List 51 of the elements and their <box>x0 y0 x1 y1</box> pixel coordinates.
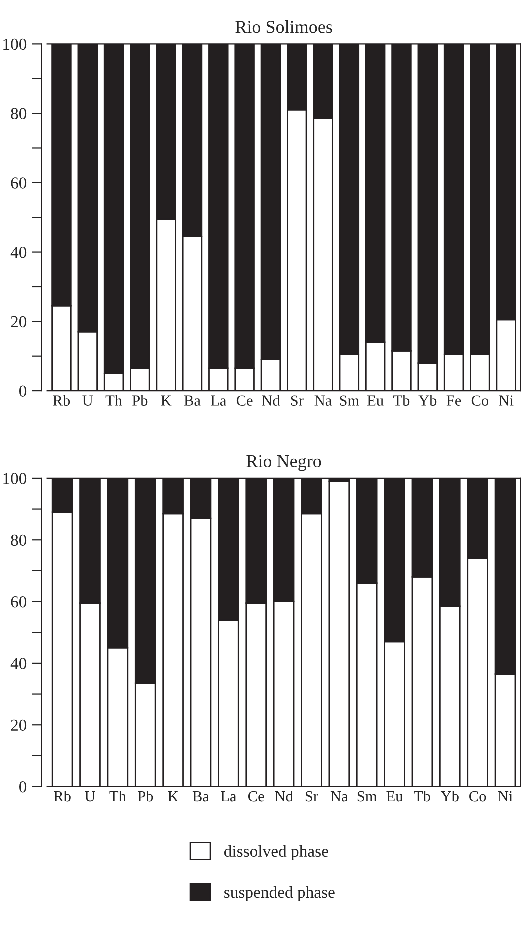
y-tick-label: 40 <box>10 246 27 258</box>
y-tick-label: 0 <box>20 781 27 793</box>
x-tick-label: La <box>211 396 226 406</box>
x-tick-label: Rb <box>53 395 70 406</box>
x-tick-label: Eu <box>386 792 404 802</box>
x-tick-label: Sm <box>358 791 378 802</box>
chart-title: Rio Negro <box>246 455 322 472</box>
x-tick-label: Rb <box>54 790 71 802</box>
legend-label: suspended phase <box>224 886 335 902</box>
x-tick-label: Co <box>470 791 486 802</box>
y-tick-label: 20 <box>11 316 27 328</box>
x-tick-label: K <box>168 792 179 802</box>
y-tick-label: 0 <box>20 386 27 397</box>
x-tick-label: Ni <box>498 791 513 802</box>
y-tick-label: 100 <box>4 38 27 50</box>
x-tick-label: Th <box>106 395 122 406</box>
x-tick-label: La <box>221 792 237 802</box>
x-tick-label: Tb <box>414 790 430 802</box>
y-tick-label: 80 <box>11 534 27 546</box>
x-tick-label: Nd <box>275 790 294 802</box>
x-tick-label: Eu <box>368 396 384 406</box>
x-tick-label: Pb <box>132 395 148 406</box>
y-tick-label: 100 <box>4 473 27 484</box>
x-tick-label: Ba <box>192 792 210 802</box>
x-tick-label: Na <box>314 396 332 406</box>
legend-label: dissolved phase <box>224 845 328 860</box>
y-tick-label: 40 <box>10 658 27 670</box>
y-tick-label: 60 <box>11 596 27 608</box>
x-tick-label: Tb <box>394 395 410 406</box>
x-tick-label: Co <box>472 396 489 406</box>
x-tick-label: Ce <box>236 396 253 406</box>
x-tick-label: Yb <box>418 395 437 406</box>
x-tick-label: K <box>161 396 172 406</box>
x-tick-label: Nd <box>262 395 280 406</box>
y-tick-label: 60 <box>11 178 27 189</box>
x-tick-label: Sr <box>306 791 318 802</box>
y-tick-label: 80 <box>11 108 27 120</box>
y-tick-label: 20 <box>11 720 27 732</box>
x-tick-label: Sm <box>340 396 360 406</box>
chart-title: Rio Solimoes <box>236 20 332 34</box>
x-tick-label: Yb <box>440 790 459 802</box>
x-tick-label: Fe <box>446 396 462 406</box>
x-tick-label: Th <box>110 790 126 802</box>
x-tick-label: U <box>85 792 96 802</box>
x-tick-label: U <box>82 396 94 406</box>
x-tick-label: Na <box>330 792 348 802</box>
x-tick-label: Sr <box>291 396 304 406</box>
x-tick-label: Ba <box>184 396 201 406</box>
x-tick-label: Pb <box>138 790 154 802</box>
x-tick-label: Ni <box>499 396 514 406</box>
x-tick-label: Ce <box>248 791 264 802</box>
